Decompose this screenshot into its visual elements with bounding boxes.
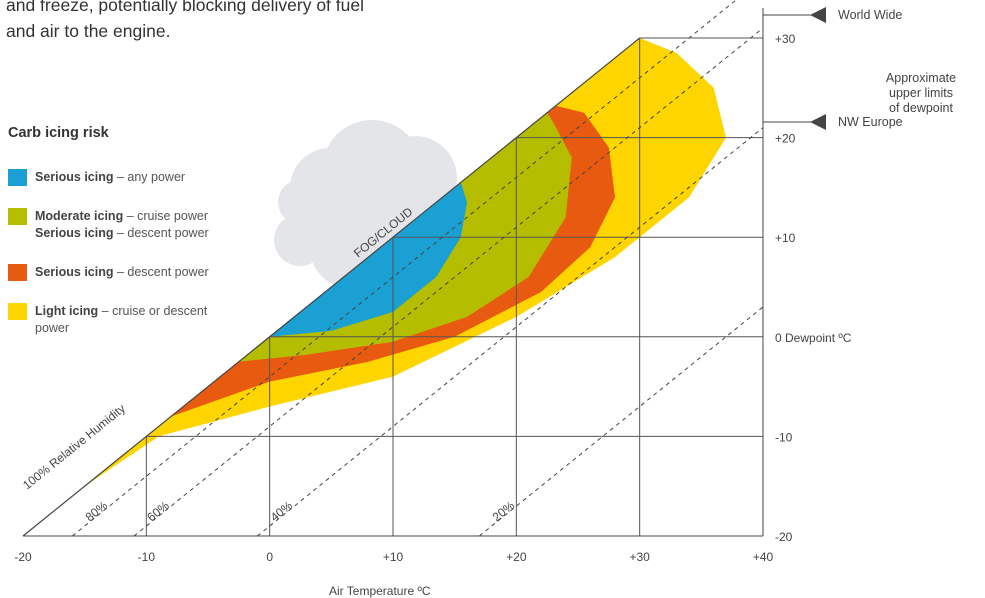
zone-1aa0d2 xyxy=(269,182,467,337)
legend-text: – descent power xyxy=(113,265,209,279)
approx-line: upper limits xyxy=(889,86,953,100)
x-tick-label: -10 xyxy=(138,550,156,564)
legend-item-serious-any: Serious icing – any power xyxy=(8,169,248,186)
legend-swatch-yellow xyxy=(8,303,27,320)
legend-swatch-blue xyxy=(8,169,27,186)
intro-text: and freeze, potentially blocking deliver… xyxy=(6,0,366,44)
world-wide-label: World Wide xyxy=(838,8,903,22)
legend-title: Carb icing risk xyxy=(8,125,109,141)
rh-label-20: 20% xyxy=(490,498,518,524)
legend-item-serious-descent: Serious icing – descent power xyxy=(8,264,248,281)
rh-line-20 xyxy=(479,306,764,537)
legend-bold: Moderate icing xyxy=(35,209,124,223)
rh-line-60 xyxy=(133,27,764,537)
legend-bold: Serious icing xyxy=(35,170,114,184)
intro-line-2: and air to the engine. xyxy=(6,21,171,41)
legend-bold: Serious icing xyxy=(35,265,114,279)
legend-text: – cruise power xyxy=(123,209,208,223)
y-tick-label: -20 xyxy=(775,530,793,544)
world-wide-marker xyxy=(810,7,826,23)
legend-text: – any power xyxy=(113,170,186,184)
y-tick-label: +10 xyxy=(775,231,796,245)
x-tick-label: +30 xyxy=(629,550,650,564)
x-tick-label: +10 xyxy=(383,550,404,564)
legend-text: – descent power xyxy=(113,226,209,240)
legend-swatch-orange xyxy=(8,264,27,281)
y-tick-label: +20 xyxy=(775,132,796,146)
rh-label-60: 60% xyxy=(144,498,172,524)
nw-europe-marker xyxy=(810,114,826,130)
legend-bold: Light icing xyxy=(35,304,99,318)
approx-line: of dewpoint xyxy=(889,101,953,115)
legend-item-light: Light icing – cruise or descent power xyxy=(8,303,235,337)
x-tick-label: 0 xyxy=(266,550,273,564)
y-tick-label: 0 Dewpoint ºC xyxy=(775,331,852,345)
rh-label-80: 80% xyxy=(83,498,111,524)
approx-limits-note: Approximate upper limits of dewpoint xyxy=(866,71,976,116)
saturation-line xyxy=(22,37,641,537)
approx-line: Approximate xyxy=(885,71,957,85)
legend-swatch-green xyxy=(8,208,27,225)
cloud-puff xyxy=(278,180,322,224)
legend: Carb icing risk Serious icing – any powe… xyxy=(8,125,248,337)
saturation-label: 100% Relative Humidity xyxy=(20,401,128,492)
legend-bold: Serious icing xyxy=(35,226,114,240)
x-axis-label: Air Temperature ºC xyxy=(329,584,431,598)
x-tick-label: +20 xyxy=(506,550,527,564)
rh-label-40: 40% xyxy=(268,498,296,524)
legend-item-moderate: Moderate icing – cruise power Serious ic… xyxy=(8,208,248,242)
y-tick-label: -10 xyxy=(775,430,793,444)
legend-text: – cruise or descent power xyxy=(35,304,208,335)
intro-line-1: and freeze, potentially blocking deliver… xyxy=(6,0,364,15)
rh-line-80 xyxy=(72,0,737,537)
nw-europe-label: NW Europe xyxy=(838,115,903,129)
x-tick-label: +40 xyxy=(753,550,774,564)
y-tick-label: +30 xyxy=(775,32,796,46)
x-tick-label: -20 xyxy=(14,550,32,564)
